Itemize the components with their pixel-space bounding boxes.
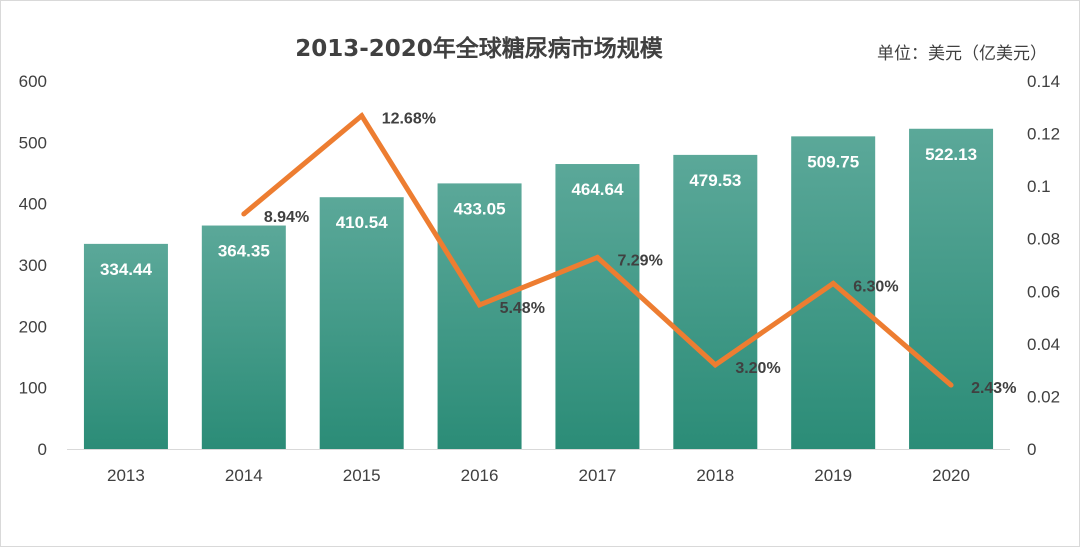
x-tick-label: 2014 [225,466,263,485]
growth-rate-point [359,113,365,119]
x-tick-label: 2019 [814,466,852,485]
growth-rate-label: 8.94% [264,209,309,226]
bar [437,183,522,449]
y-left-tick-label: 0 [38,440,47,459]
bar [83,243,168,449]
bar [201,225,286,449]
growth-rate-point [712,362,718,368]
bar-value-label: 479.53 [689,171,741,190]
x-tick-label: 2020 [932,466,970,485]
y-right-tick-label: 0.04 [1027,335,1060,354]
growth-rate-label: 2.43% [971,380,1016,397]
y-left-tick-label: 400 [19,195,47,214]
growth-rate-label: 6.30% [853,278,898,295]
y-left-tick-label: 200 [19,317,47,336]
growth-rate-label: 12.68% [382,111,436,128]
chart-title: 2013-2020年全球糖尿病市场规模 [295,35,664,62]
x-tick-label: 2017 [579,466,617,485]
y-left-tick-label: 100 [19,379,47,398]
growth-rate-point [830,280,836,286]
y-right-tick-label: 0 [1027,440,1036,459]
bar-value-label: 410.54 [336,213,389,232]
growth-rate-label: 5.48% [500,300,545,317]
unit-note: 单位：美元（亿美元） [877,44,1047,64]
growth-rate-point [948,382,954,388]
bar [555,164,640,449]
x-tick-label: 2013 [107,466,145,485]
y-right-tick-label: 0.12 [1027,125,1060,144]
y-right-tick-label: 0.02 [1027,387,1060,406]
bar-value-label: 522.13 [925,145,977,164]
x-tick-label: 2015 [343,466,381,485]
bar-value-label: 433.05 [454,199,506,218]
bar [791,136,876,449]
growth-rate-label: 3.20% [735,360,780,377]
growth-rate-label: 7.29% [617,252,662,269]
bar-value-label: 509.75 [807,152,859,171]
y-right-tick-label: 0.14 [1027,72,1060,91]
growth-rate-point [477,302,483,308]
y-right-tick-label: 0.1 [1027,177,1051,196]
growth-rate-point [241,211,247,217]
bar-value-label: 464.64 [571,180,624,199]
y-left-tick-label: 600 [19,72,47,91]
y-left-tick-label: 300 [19,256,47,275]
bar [909,128,994,450]
x-tick-label: 2016 [461,466,499,485]
bar-value-label: 334.44 [100,260,153,279]
y-right-tick-label: 0.06 [1027,282,1060,301]
y-right-tick-label: 0.08 [1027,230,1060,249]
x-tick-label: 2018 [696,466,734,485]
bar [673,154,758,450]
bar-value-label: 364.35 [218,242,270,261]
growth-rate-point [594,254,600,260]
bar [319,197,404,449]
y-left-tick-label: 500 [19,133,47,152]
